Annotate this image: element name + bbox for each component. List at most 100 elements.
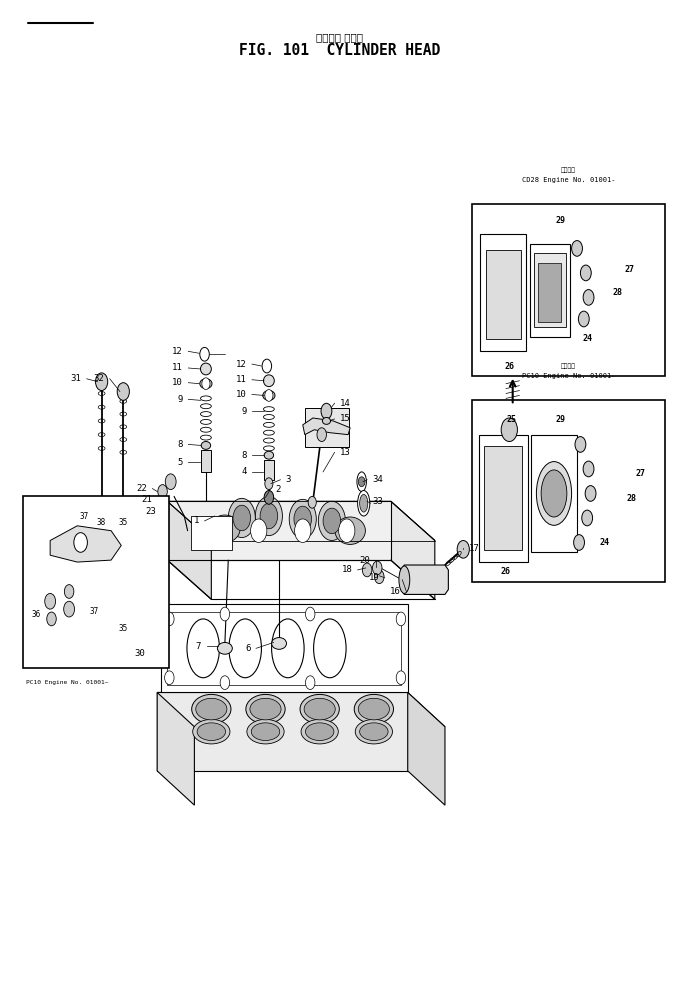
Polygon shape <box>408 692 445 805</box>
Circle shape <box>165 670 174 684</box>
Text: 38: 38 <box>97 518 105 527</box>
Bar <box>167 612 401 684</box>
Circle shape <box>501 418 517 441</box>
Circle shape <box>574 535 585 550</box>
Polygon shape <box>391 501 435 600</box>
Ellipse shape <box>541 470 567 517</box>
Circle shape <box>95 373 107 390</box>
Bar <box>530 244 571 336</box>
Text: 37: 37 <box>80 511 88 521</box>
Text: 25: 25 <box>507 416 516 425</box>
Circle shape <box>396 670 406 684</box>
Ellipse shape <box>305 723 334 740</box>
Ellipse shape <box>201 441 211 449</box>
Text: 10: 10 <box>172 378 183 387</box>
Circle shape <box>265 478 273 490</box>
Text: 23: 23 <box>145 506 156 516</box>
Circle shape <box>373 561 382 575</box>
Text: 19: 19 <box>369 573 379 582</box>
Text: PC10 Engine No. 01001-: PC10 Engine No. 01001- <box>522 373 615 378</box>
Circle shape <box>264 491 273 504</box>
Circle shape <box>583 290 594 306</box>
Ellipse shape <box>335 517 365 545</box>
Bar <box>472 400 665 582</box>
Text: 9: 9 <box>241 407 247 416</box>
Ellipse shape <box>197 723 226 740</box>
Text: 16: 16 <box>390 587 401 596</box>
Text: 21: 21 <box>141 494 152 504</box>
Circle shape <box>579 312 589 326</box>
Circle shape <box>165 612 174 626</box>
Ellipse shape <box>360 723 388 740</box>
Circle shape <box>260 503 277 529</box>
Bar <box>531 434 577 552</box>
Text: 29: 29 <box>555 216 565 225</box>
Circle shape <box>47 612 56 626</box>
Text: 26: 26 <box>501 567 511 576</box>
Text: 33: 33 <box>373 496 384 506</box>
Ellipse shape <box>263 375 274 386</box>
Polygon shape <box>167 501 211 600</box>
Ellipse shape <box>229 619 261 677</box>
Circle shape <box>575 436 586 452</box>
Ellipse shape <box>271 638 286 650</box>
Polygon shape <box>157 692 194 805</box>
Text: 8: 8 <box>241 451 247 460</box>
Ellipse shape <box>304 698 335 720</box>
Circle shape <box>305 675 315 689</box>
Bar <box>305 408 349 447</box>
Ellipse shape <box>399 566 410 594</box>
Text: 14: 14 <box>340 399 351 408</box>
Text: 5: 5 <box>177 458 183 467</box>
Bar <box>201 450 211 472</box>
Ellipse shape <box>271 619 304 677</box>
Bar <box>472 204 665 376</box>
Circle shape <box>339 519 355 543</box>
Circle shape <box>317 428 326 441</box>
Circle shape <box>220 607 230 621</box>
Polygon shape <box>157 692 445 726</box>
Circle shape <box>64 602 75 617</box>
Ellipse shape <box>246 694 285 723</box>
Ellipse shape <box>360 494 368 512</box>
Ellipse shape <box>354 694 394 723</box>
Ellipse shape <box>201 363 211 375</box>
Circle shape <box>358 477 365 487</box>
Text: 24: 24 <box>599 538 609 547</box>
Text: 32: 32 <box>94 375 104 383</box>
Circle shape <box>289 499 316 539</box>
Text: 28: 28 <box>626 493 636 503</box>
Text: 17: 17 <box>469 544 479 552</box>
Circle shape <box>117 382 129 400</box>
Polygon shape <box>157 692 408 771</box>
Text: 24: 24 <box>582 334 592 343</box>
Text: 8: 8 <box>177 440 183 449</box>
Circle shape <box>585 486 596 501</box>
Bar <box>23 496 169 667</box>
Text: 12: 12 <box>236 360 247 369</box>
Ellipse shape <box>200 378 212 388</box>
Circle shape <box>396 612 406 626</box>
Polygon shape <box>50 526 121 562</box>
Text: 3: 3 <box>286 475 291 485</box>
Text: 27: 27 <box>624 265 634 274</box>
Text: 30: 30 <box>134 649 145 658</box>
Text: 9: 9 <box>177 395 183 404</box>
Circle shape <box>305 607 315 621</box>
Ellipse shape <box>218 643 233 655</box>
Circle shape <box>362 563 372 577</box>
Ellipse shape <box>250 698 281 720</box>
Circle shape <box>158 485 167 498</box>
Text: 34: 34 <box>373 475 384 485</box>
Ellipse shape <box>196 698 227 720</box>
Text: 2: 2 <box>275 485 281 494</box>
Circle shape <box>318 501 345 541</box>
Text: 13: 13 <box>340 448 351 457</box>
Polygon shape <box>303 418 350 434</box>
Ellipse shape <box>355 720 392 744</box>
Circle shape <box>457 541 469 558</box>
Text: 31: 31 <box>71 375 82 383</box>
Ellipse shape <box>262 390 275 400</box>
Text: 11: 11 <box>172 364 183 373</box>
Circle shape <box>583 461 594 477</box>
